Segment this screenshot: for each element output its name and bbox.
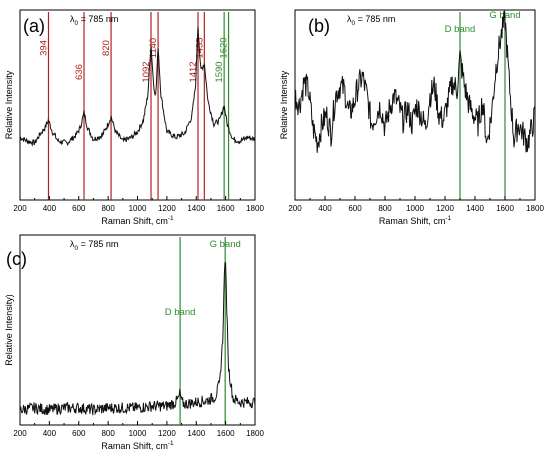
x-tick-label: 400: [318, 204, 332, 213]
x-tick-label: 600: [348, 204, 362, 213]
peak-label: 1455: [194, 37, 205, 58]
panel-label: (b): [308, 16, 330, 36]
wavelength-annotation: λ0 = 785 nm: [347, 14, 395, 27]
peak-label: 636: [74, 64, 85, 80]
y-axis-title: Relative Intensity): [4, 294, 14, 366]
spectrum-line: [19, 26, 256, 147]
panel-label: (a): [23, 16, 45, 36]
x-tick-label: 600: [72, 204, 86, 213]
x-axis-title: Raman Shift, cm-1: [101, 215, 174, 226]
spectrum-line: [294, 9, 536, 153]
peak-label: 1590: [214, 61, 225, 82]
x-tick-label: 200: [288, 204, 302, 213]
plot-frame: [19, 234, 256, 426]
x-tick-label: 1600: [496, 204, 514, 213]
x-tick-label: 1400: [466, 204, 484, 213]
x-tick-label: 1000: [129, 429, 147, 438]
y-axis-title: Relative Intensity: [279, 70, 289, 139]
wavelength-annotation: λ0 = 785 nm: [70, 14, 118, 27]
x-tick-label: 1400: [187, 204, 205, 213]
x-tick-label: 800: [378, 204, 392, 213]
x-axis-title: Raman Shift, cm-1: [101, 440, 174, 451]
peak-label: 1092: [141, 61, 152, 82]
x-tick-label: 200: [13, 429, 27, 438]
spectrum-line: [19, 261, 256, 416]
x-tick-label: 400: [43, 204, 57, 213]
chart-panel-0: 394 636 820 1092 1140 1412 1455 1590 1620 200 400 6…: [4, 9, 264, 226]
x-tick-label: 1800: [246, 429, 264, 438]
x-tick-label: 1200: [158, 429, 176, 438]
peak-label: 820: [101, 40, 112, 56]
x-tick-label: 1200: [436, 204, 454, 213]
peak-label: 1620: [219, 37, 230, 58]
wavelength-annotation: λ0 = 785 nm: [70, 239, 118, 252]
peak-label: G band: [210, 239, 241, 250]
x-tick-label: 800: [101, 204, 115, 213]
x-tick-label: 1600: [217, 204, 235, 213]
x-tick-label: 1800: [246, 204, 264, 213]
x-tick-label: 1000: [129, 204, 147, 213]
x-tick-label: 1600: [217, 429, 235, 438]
x-tick-label: 200: [13, 204, 27, 213]
peak-label: 394: [38, 40, 49, 56]
x-tick-label: 1800: [526, 204, 544, 213]
x-tick-label: 1000: [406, 204, 424, 213]
y-axis-title: Relative Intensity: [4, 70, 14, 139]
panel-label: (c): [6, 249, 27, 269]
peak-label: D band: [165, 307, 196, 318]
x-tick-label: 1400: [187, 429, 205, 438]
x-tick-label: 800: [101, 429, 115, 438]
x-axis-title: Raman Shift, cm-1: [379, 215, 452, 226]
peak-label: 1140: [148, 38, 159, 58]
peak-label: D band: [445, 24, 476, 35]
chart-panel-2: D band G band 200 400 600 800 1000 1200 1400 1600…: [4, 234, 264, 451]
x-tick-label: 1200: [158, 204, 176, 213]
x-tick-label: 600: [72, 429, 86, 438]
peak-label: 1412: [188, 61, 199, 82]
x-tick-label: 400: [43, 429, 57, 438]
